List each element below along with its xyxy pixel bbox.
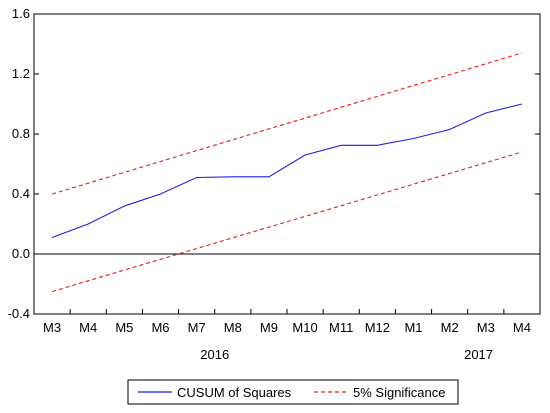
series-line-5-significance [51, 52, 523, 195]
plot-frame [33, 13, 541, 315]
y-tick-label: -0.4 [8, 306, 30, 321]
y-tick-label: 1.6 [12, 6, 30, 21]
legend-label-significance: 5% Significance [353, 385, 446, 400]
x-tick-label: M8 [224, 320, 242, 335]
series-line-cusum-of-squares [51, 103, 523, 239]
series-layer [51, 52, 523, 293]
x-tick-label: M11 [329, 320, 353, 335]
x-tick-label: M3 [477, 320, 495, 335]
x-tick-label: M6 [151, 320, 169, 335]
legend: CUSUM of Squares 5% Significance [127, 379, 459, 405]
x-tick-label: M5 [115, 320, 133, 335]
x-year-label: 2016 [200, 347, 229, 362]
x-tick-label: M7 [188, 320, 206, 335]
x-tick-label: M9 [260, 320, 278, 335]
x-tick-label: M3 [43, 320, 61, 335]
x-axis: M3 M4 M5 M6 M7 M8 M9 M10 M11 M12 M1 M2 M3 M4 2016 2017 [43, 309, 531, 362]
x-tick-label: M10 [292, 320, 317, 335]
x-tick-label: M12 [365, 320, 390, 335]
x-year-label: 2017 [464, 347, 493, 362]
y-tick-label: 0.8 [12, 126, 30, 141]
series-line-lower-significance [51, 151, 523, 293]
x-tick-label: M2 [441, 320, 459, 335]
y-tick-label: 1.2 [12, 66, 30, 81]
y-tick-label: 0.0 [12, 246, 30, 261]
y-axis: -0.4 0.0 0.4 0.8 1.2 1.6 [8, 6, 540, 321]
x-tick-label: M4 [79, 320, 97, 335]
legend-label-cusum: CUSUM of Squares [177, 385, 292, 400]
x-tick-label: M1 [404, 320, 422, 335]
x-tick-label: M4 [513, 320, 531, 335]
y-tick-label: 0.4 [12, 186, 30, 201]
legend-box [127, 379, 459, 405]
